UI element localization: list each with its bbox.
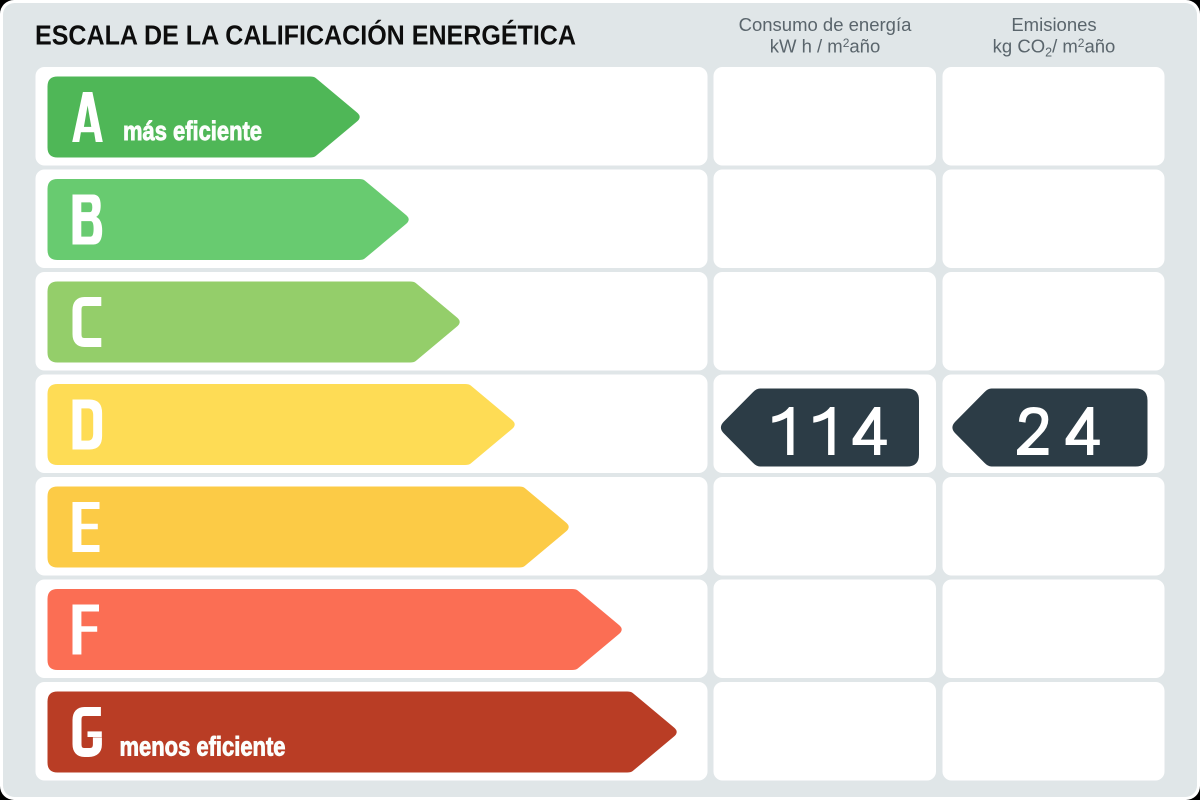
svg-text:kW h / m2año: kW h / m2año <box>770 36 881 57</box>
svg-text:kg CO2/ m2año: kg CO2/ m2año <box>993 36 1116 60</box>
svg-text:menos eficiente: menos eficiente <box>120 732 286 762</box>
svg-text:Consumo de energía: Consumo de energía <box>739 14 912 35</box>
svg-text:más eficiente: más eficiente <box>123 116 262 146</box>
svg-text:Emisiones: Emisiones <box>1011 14 1096 35</box>
svg-text:ESCALA DE LA CALIFICACIÓN ENER: ESCALA DE LA CALIFICACIÓN ENERGÉTICA <box>35 20 576 51</box>
